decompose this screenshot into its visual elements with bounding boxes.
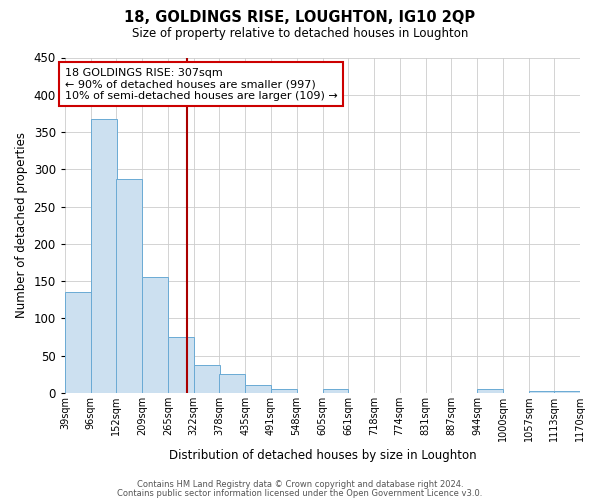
Bar	[477, 389, 503, 393]
Text: Size of property relative to detached houses in Loughton: Size of property relative to detached ho…	[132, 28, 468, 40]
X-axis label: Distribution of detached houses by size in Loughton: Distribution of detached houses by size …	[169, 450, 476, 462]
Text: 18, GOLDINGS RISE, LOUGHTON, IG10 2QP: 18, GOLDINGS RISE, LOUGHTON, IG10 2QP	[124, 10, 476, 25]
Bar	[142, 278, 168, 393]
Text: Contains public sector information licensed under the Open Government Licence v3: Contains public sector information licen…	[118, 488, 482, 498]
Bar	[323, 389, 349, 393]
Bar	[194, 366, 220, 393]
Bar	[220, 374, 245, 393]
Bar	[554, 390, 580, 393]
Bar	[116, 179, 142, 393]
Bar	[245, 384, 271, 393]
Bar	[529, 390, 554, 393]
Bar	[65, 292, 91, 393]
Bar	[168, 337, 194, 393]
Text: 18 GOLDINGS RISE: 307sqm
← 90% of detached houses are smaller (997)
10% of semi-: 18 GOLDINGS RISE: 307sqm ← 90% of detach…	[65, 68, 338, 101]
Text: Contains HM Land Registry data © Crown copyright and database right 2024.: Contains HM Land Registry data © Crown c…	[137, 480, 463, 489]
Bar	[271, 389, 296, 393]
Y-axis label: Number of detached properties: Number of detached properties	[15, 132, 28, 318]
Bar	[91, 118, 116, 393]
